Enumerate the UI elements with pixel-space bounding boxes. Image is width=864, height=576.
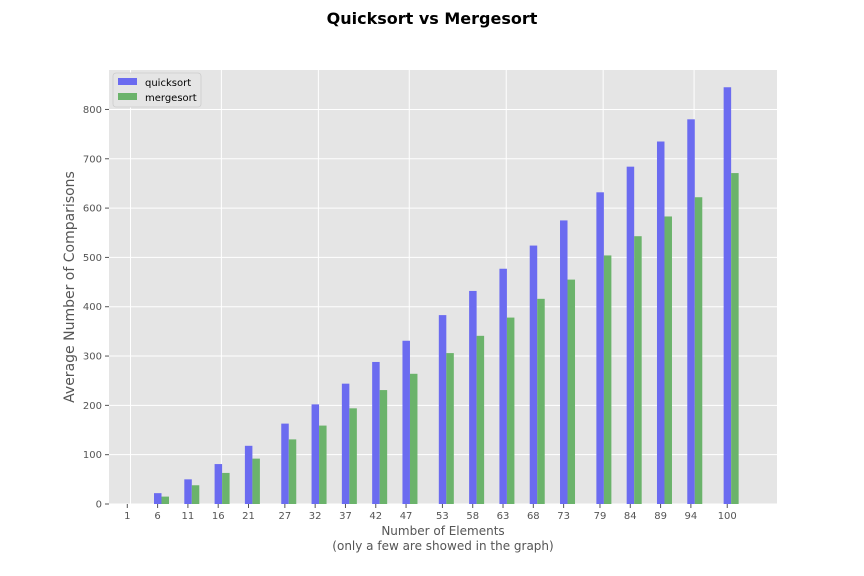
x-tick-label: 100 [718,511,737,522]
bar-quicksort-94 [687,119,695,505]
x-axis-label: Number of Elements [381,524,504,538]
bar-quicksort-79 [596,192,604,505]
x-tick-label: 68 [527,511,540,522]
bar-mergesort-42 [379,390,388,504]
y-tick-label: 600 [83,204,102,215]
bars [154,87,739,505]
x-axis-ticks: 1 6 11 16 21 27 32 37 42 47 53 58 63 68 73 79 84 89 94 100 [124,504,737,522]
bar-mergesort-21 [252,458,260,504]
x-tick-label: 42 [369,511,382,522]
bar-quicksort-53 [438,315,447,504]
x-tick-label: 58 [466,511,479,522]
bar-mergesort-6 [161,496,169,504]
legend: quicksort mergesort [112,72,202,108]
bar-quicksort-32 [311,404,320,504]
legend-label-quicksort: quicksort [145,78,191,89]
bar-mergesort-79 [603,255,612,504]
x-tick-label: 79 [594,511,607,522]
bar-quicksort-47 [402,340,410,504]
bar-mergesort-68 [537,298,545,504]
x-tick-label: 1 [124,511,130,522]
legend-swatch-quicksort [118,78,137,85]
y-tick-label: 400 [83,302,102,313]
bar-quicksort-37 [341,383,350,504]
y-axis-label: Average Number of Comparisons [62,171,78,403]
bar-mergesort-37 [349,408,357,504]
bar-mergesort-63 [506,317,515,504]
bar-mergesort-32 [319,425,327,504]
bar-quicksort-21 [244,445,253,504]
bar-quicksort-89 [656,141,665,505]
bar-mergesort-84 [634,236,642,504]
x-tick-label: 32 [309,511,322,522]
bar-quicksort-6 [154,493,162,504]
x-tick-label: 6 [154,511,160,522]
x-tick-label: 53 [436,511,449,522]
bar-quicksort-63 [499,268,507,504]
x-tick-label: 37 [339,511,352,522]
bar-quicksort-42 [372,361,380,504]
x-tick-label: 11 [182,511,195,522]
bar-mergesort-89 [664,216,672,504]
y-tick-label: 700 [83,154,102,165]
legend-label-mergesort: mergesort [145,93,197,104]
bar-mergesort-11 [191,485,200,504]
x-axis-note: (only a few are showed in the graph) [332,539,553,553]
bar-quicksort-100 [723,87,732,505]
bar-quicksort-68 [529,245,538,504]
bar-quicksort-16 [214,464,223,504]
bar-quicksort-58 [469,290,477,504]
y-axis-ticks: 0 100 200 300 400 500 600 700 800 [83,105,109,511]
x-tick-label: 94 [685,511,698,522]
y-tick-label: 800 [83,105,102,116]
x-tick-label: 16 [212,511,225,522]
bar-mergesort-100 [731,173,739,504]
bar-mergesort-73 [567,279,576,504]
bar-quicksort-27 [281,423,289,504]
y-tick-label: 500 [83,253,102,264]
y-tick-label: 0 [96,500,102,511]
bar-mergesort-58 [476,335,485,504]
y-tick-label: 300 [83,352,102,363]
chart-title: Quicksort vs Mergesort [327,9,538,28]
bar-quicksort-84 [626,166,635,504]
x-tick-label: 47 [400,511,413,522]
x-tick-label: 73 [557,511,570,522]
bar-quicksort-11 [184,479,192,504]
x-tick-label: 63 [497,511,510,522]
bar-mergesort-94 [694,197,703,504]
x-tick-label: 27 [278,511,291,522]
x-tick-label: 84 [624,511,637,522]
bar-mergesort-27 [288,439,297,504]
x-tick-label: 89 [654,511,667,522]
legend-swatch-mergesort [118,93,137,100]
bar-quicksort-73 [560,220,568,504]
bar-mergesort-47 [409,373,418,504]
x-tick-label: 21 [242,511,255,522]
bar-mergesort-53 [446,353,454,504]
y-tick-label: 200 [83,401,102,412]
bar-mergesort-16 [222,472,230,504]
y-tick-label: 100 [83,450,102,461]
